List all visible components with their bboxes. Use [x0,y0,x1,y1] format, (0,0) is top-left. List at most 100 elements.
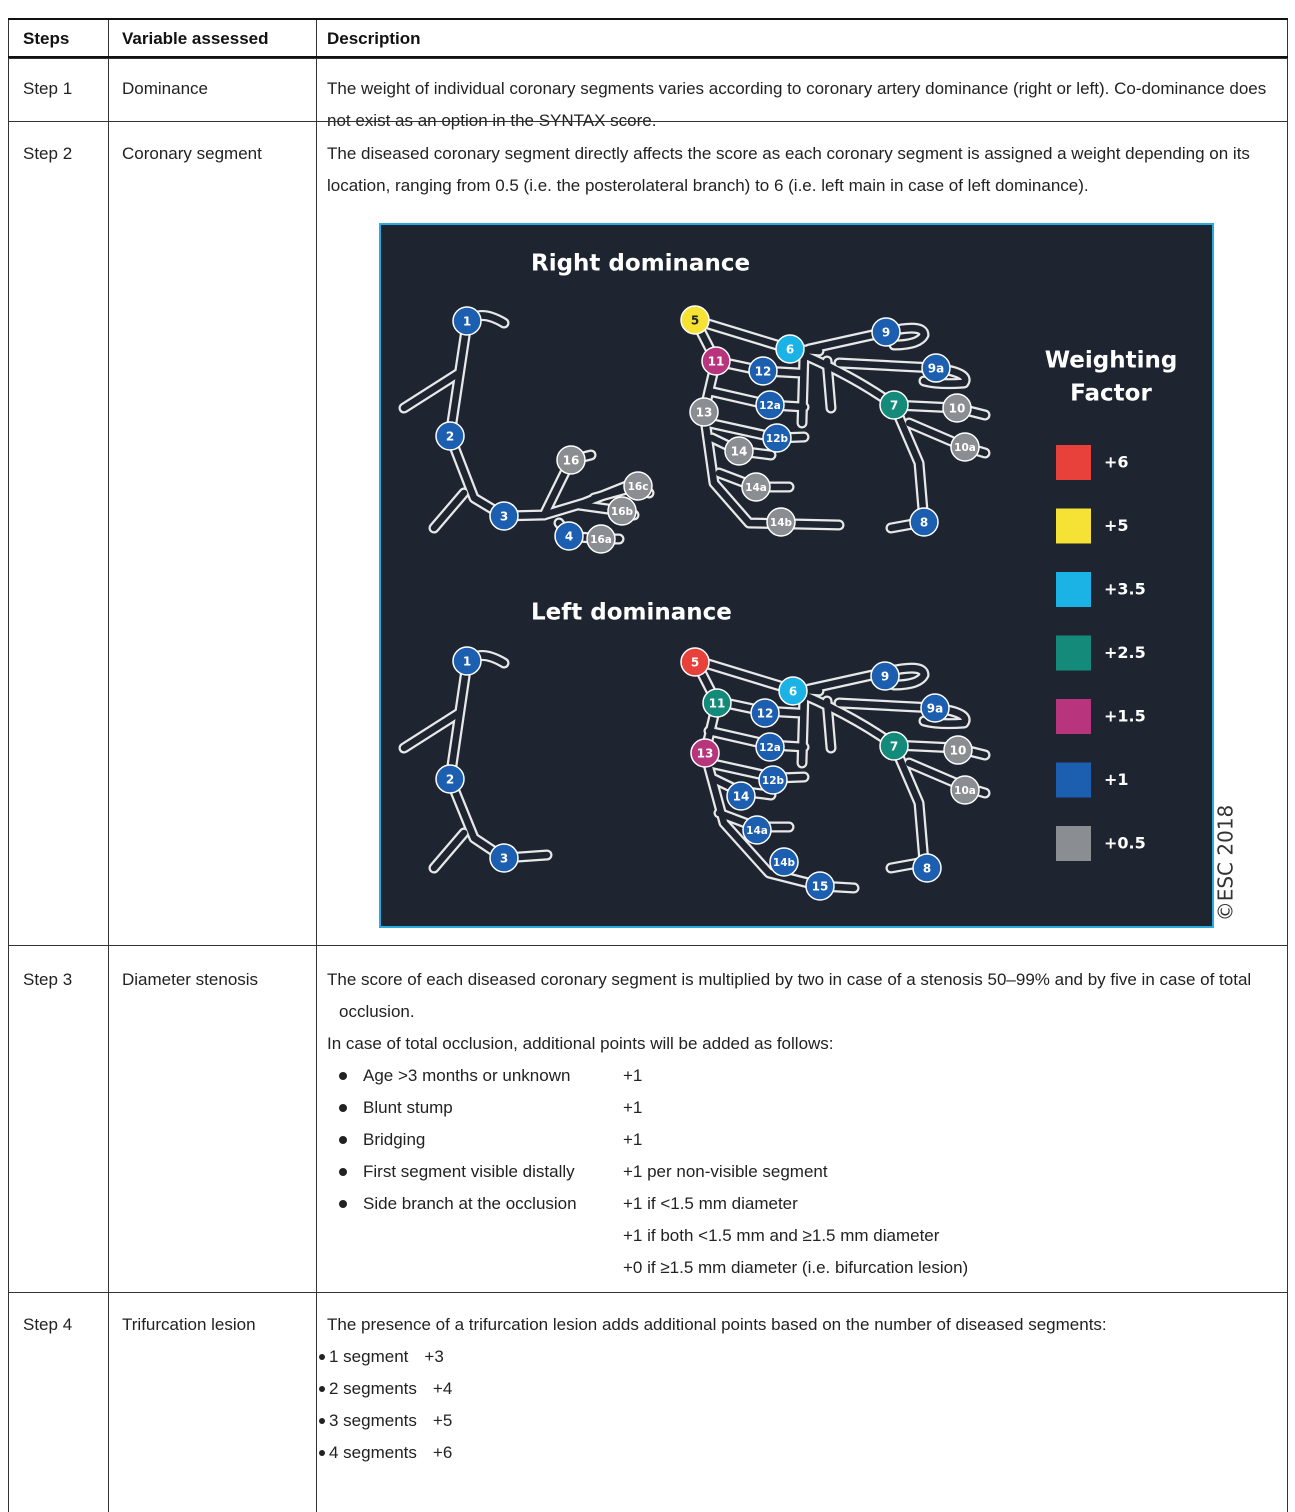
segment-label: 10 [950,744,967,758]
list-item: 2 segments +4 [319,1373,1277,1405]
segment-node [909,507,939,537]
bullet [339,1168,347,1176]
item-points-line: +1 [623,1130,643,1149]
segment-label: 6 [789,685,797,699]
segment-node [435,421,465,451]
segment-label: 6 [786,343,794,357]
vessel [798,689,808,767]
table-cell: The diseased coronary segment directly a… [316,122,1288,945]
table-header: Steps Variable assessed Description [8,18,1288,58]
segment-node [607,496,637,526]
item-label: 1 segment [329,1347,409,1366]
legend-swatch [1056,508,1091,544]
item-label: First segment visible distally [363,1162,575,1181]
table-row: Step 1 Dominance The weight of individual … [8,58,1288,130]
bullet [339,1104,347,1112]
segment-label: 5 [691,656,699,670]
segment-label: 8 [920,516,928,530]
segment-node [755,390,785,420]
item-label: 2 segments [329,1379,417,1398]
segment-label: 7 [890,399,898,413]
table-cell: Step 3 [8,946,109,1292]
segment-node [701,346,731,376]
bullet-box [319,1437,329,1469]
legend-swatch [1056,762,1091,798]
segment-label: 12 [755,365,772,379]
segment-label: 14a [746,825,768,837]
segment-node [758,765,788,795]
segment-label: 14 [733,790,750,804]
list-item: 4 segments +6 [319,1437,1277,1469]
segment-node [726,781,756,811]
legend-label: +2.5 [1104,643,1146,662]
segment-node [755,732,785,762]
segment-node [775,334,805,364]
vessel [823,357,835,412]
segment-node [489,843,519,873]
segment-label: 10a [954,442,976,454]
bullet [339,1072,347,1080]
legend-swatch [1056,826,1091,861]
header-cell: Description [327,29,421,48]
bullet [339,1136,347,1144]
bullet [319,1386,325,1392]
vessel [400,369,463,412]
vessel [786,685,928,872]
list-item: Side branch at the occlusion +1 if <1.5 m… [339,1188,1277,1284]
description: The diseased coronary segment directly a… [327,144,1250,195]
segment-node [452,646,482,676]
item-points: +1 per non-visible segment [623,1156,828,1188]
item-points-line: +1 per non-visible segment [623,1162,828,1181]
table-cell: Trifurcation lesion [108,1293,317,1512]
list-item: Blunt stump +1 [339,1092,1277,1124]
legend-label: +1.5 [1104,707,1146,726]
bullet-box [319,1405,329,1437]
item-points: +3 [424,1347,444,1366]
bullet [339,1200,347,1208]
variable-label: Coronary segment [122,144,262,163]
description: The presence of a trifurcation lesion ad… [327,1315,1107,1334]
table-cell: Coronary segment [108,122,317,945]
item-label: Age >3 months or unknown [363,1066,571,1085]
variable-label: Dominance [122,79,208,98]
item-label: 4 segments [329,1443,417,1462]
segment-label: 15 [812,880,829,894]
header-cell: Variable assessed [122,29,269,48]
table-row: Step 3 Diameter stenosis The score of each… [8,945,1288,1292]
header-cell: Steps [23,29,70,48]
segment-node [724,436,754,466]
segment-label: 11 [709,697,726,711]
segment-node [879,390,909,420]
table-cell: The weight of individual coronary segmen… [316,59,1288,130]
segment-label: 14b [770,517,793,529]
variable-label: Diameter stenosis [122,970,259,989]
table-cell: Step 2 [8,122,109,945]
vessel [786,345,928,532]
segment-label: 2 [446,430,454,444]
item-points-line: +1 [623,1066,643,1085]
table-cell: The presence of a trifurcation lesion ad… [316,1293,1288,1512]
segment-label: 9a [927,702,943,716]
bullet-box [339,1124,363,1156]
item-points: +6 [432,1443,453,1462]
segment-node [680,647,710,677]
bullet-box [339,1060,363,1092]
segment-node [871,317,901,347]
item-label: Blunt stump [363,1098,453,1117]
bullet-box [339,1156,363,1188]
segment-node [750,698,780,728]
segment-node [950,775,980,805]
segment-node [690,738,720,768]
segment-node [556,445,586,475]
panel-title: Right dominance [531,251,750,277]
legend-label: +1 [1104,770,1129,789]
table-row: Step 2 Coronary segment The diseased coron… [8,121,1288,945]
segment-label: 14 [731,445,748,459]
list-item: Bridging +1 [339,1124,1277,1156]
segment-label: 13 [697,747,714,761]
list-item: Age >3 months or unknown +1 [339,1060,1277,1092]
segment-label: 14b [773,857,796,869]
item-points-line: +1 [623,1098,643,1117]
vessel [400,709,463,752]
bullet-box [319,1341,329,1373]
